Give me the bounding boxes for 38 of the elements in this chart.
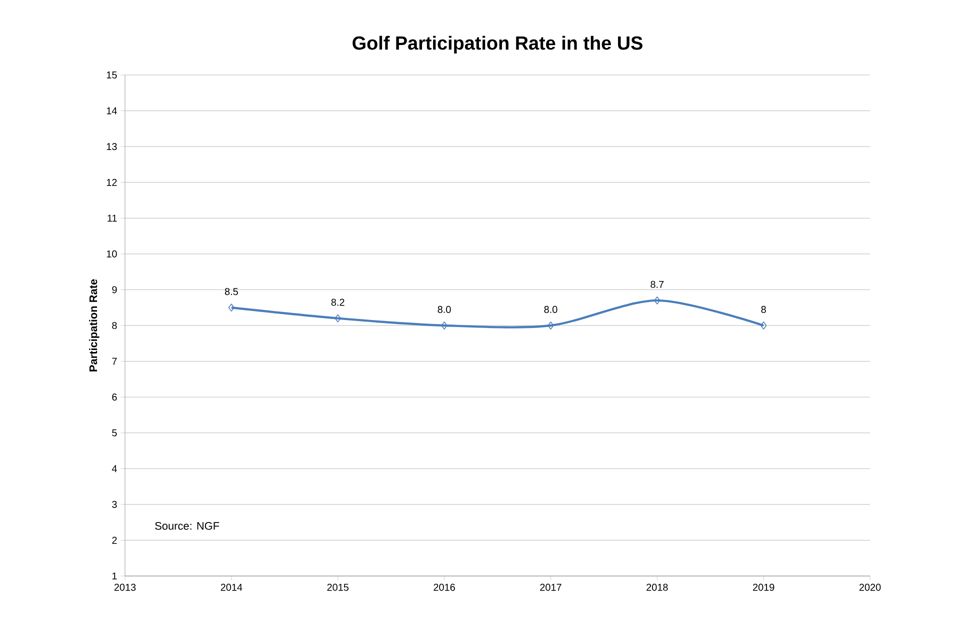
y-axis-title: Participation Rate xyxy=(89,279,100,372)
x-tick-label: 2013 xyxy=(114,584,136,591)
point xyxy=(654,296,660,304)
y-tick-label: 5 xyxy=(112,429,117,436)
x-tick-label: 2015 xyxy=(327,584,349,591)
y-tick-label: 11 xyxy=(108,214,117,222)
y-tick-label: 1 xyxy=(112,572,117,580)
x-tick-label: 2018 xyxy=(646,584,668,591)
data-label: 8.0 xyxy=(544,306,558,313)
y-tick-label: 4 xyxy=(112,465,117,472)
y-tick-label: 9 xyxy=(112,286,117,294)
data-label: 8.5 xyxy=(224,288,238,296)
chart-title: Golf Participation Rate in the US xyxy=(352,36,642,54)
data-label: 8.7 xyxy=(650,280,664,288)
point xyxy=(334,314,341,322)
point xyxy=(441,322,448,330)
x-tick-label: 2016 xyxy=(434,584,455,591)
y-tick-label: 14 xyxy=(106,107,117,114)
y-tick-label: 3 xyxy=(112,500,117,508)
y-tick-label: 6 xyxy=(112,394,117,401)
point xyxy=(548,322,554,330)
y-tick-label: 7 xyxy=(112,358,117,365)
x-tick-label: 2019 xyxy=(752,584,774,591)
point xyxy=(228,304,235,312)
y-tick-label: 2 xyxy=(112,536,117,544)
y-tick-label: 12 xyxy=(106,178,117,186)
y-tick-label: 10 xyxy=(106,250,117,258)
y-tick-label: 15 xyxy=(106,72,117,78)
point xyxy=(760,322,767,330)
data-label: 8.2 xyxy=(331,298,344,306)
y-tick-label: 8 xyxy=(112,322,117,330)
y-tick-label: 13 xyxy=(106,143,117,150)
annotation: Source: NGF xyxy=(155,522,220,530)
x-tick-label: 2014 xyxy=(220,584,242,591)
data-label: 8 xyxy=(761,306,766,313)
x-tick-label: 2017 xyxy=(540,584,562,591)
data-label: 8.0 xyxy=(438,306,451,313)
x-tick-label: 2020 xyxy=(859,584,881,591)
